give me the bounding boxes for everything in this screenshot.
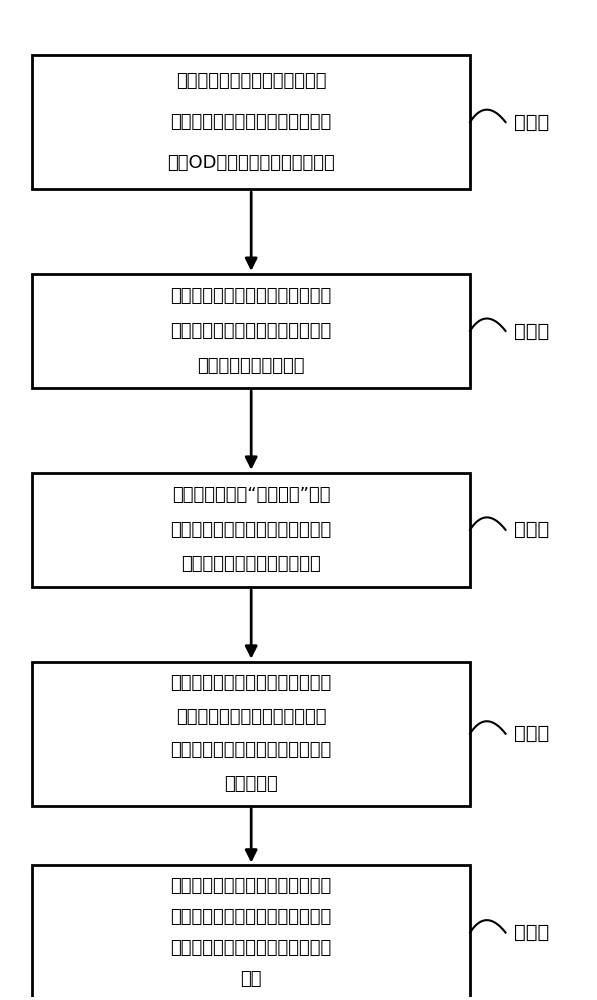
- Bar: [32, 274, 470, 388]
- Text: 步骤二: 步骤二: [515, 321, 550, 340]
- Text: 步骤一: 步骤一: [515, 113, 550, 132]
- Text: 步骤三: 步骤三: [515, 520, 550, 539]
- Text: 标以及约束: 标以及约束: [224, 775, 278, 793]
- Bar: [32, 865, 470, 1000]
- Text: 方案: 方案: [241, 970, 262, 988]
- Text: 交通OD、周边公路网地图等信息: 交通OD、周边公路网地图等信息: [167, 154, 335, 172]
- Text: 公路车流诱导管控措施: 公路车流诱导管控措施: [198, 357, 305, 375]
- Bar: [32, 662, 470, 806]
- Text: 辆行驶需求等，判定是否开启高速: 辆行驶需求等，判定是否开启高速: [171, 322, 332, 340]
- Text: 故后高速公路车流诱导优化问题，: 故后高速公路车流诱导优化问题，: [171, 908, 332, 926]
- Text: 分析应急车辆、“两客一危”以及: 分析应急车辆、“两客一危”以及: [172, 486, 330, 504]
- Text: 车流诱导指标以及诱导优先级: 车流诱导指标以及诱导优先级: [181, 555, 321, 573]
- Text: 获取高速公路上发生的事故数据、: 获取高速公路上发生的事故数据、: [171, 113, 332, 131]
- Text: 步骤四: 步骤四: [515, 724, 550, 743]
- Text: 步骤五: 步骤五: [515, 923, 550, 942]
- Text: 最终得到事故后高速公路车流诱导: 最终得到事故后高速公路车流诱导: [171, 939, 332, 957]
- Text: 与优先级，构建异质行驶需求下: 与优先级，构建异质行驶需求下: [176, 708, 327, 726]
- Text: 结合事故信息、实时流量信息与车: 结合事故信息、实时流量信息与车: [171, 287, 332, 305]
- Text: 其他车辆的行驶需求，定义多类型: 其他车辆的行驶需求，定义多类型: [171, 521, 332, 539]
- Text: 从道路检测器、公路数据库等中: 从道路检测器、公路数据库等中: [176, 72, 327, 90]
- Text: 的事故后高速公路车流诱导优化目: 的事故后高速公路车流诱导优化目: [171, 741, 332, 759]
- Text: 结合步骤三中定义的车流诱导指标: 结合步骤三中定义的车流诱导指标: [171, 674, 332, 692]
- Bar: [32, 55, 470, 189]
- Text: 求解带有优先级的异质需求下的事: 求解带有优先级的异质需求下的事: [171, 877, 332, 895]
- Bar: [32, 473, 470, 587]
